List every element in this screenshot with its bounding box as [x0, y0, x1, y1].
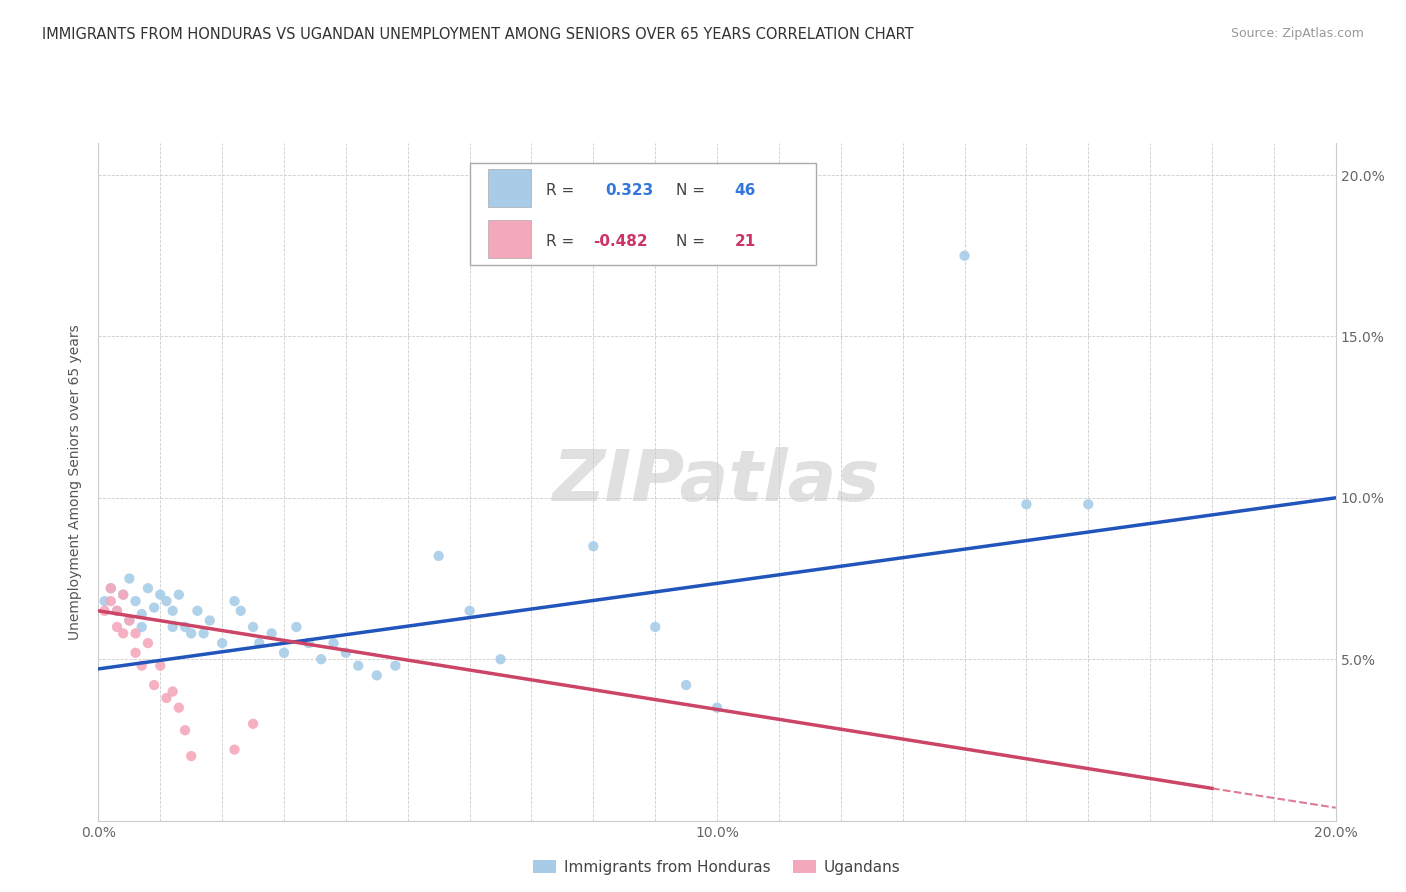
Text: Source: ZipAtlas.com: Source: ZipAtlas.com	[1230, 27, 1364, 40]
Point	[285, 620, 308, 634]
Text: 0.323: 0.323	[606, 183, 654, 198]
Point	[143, 600, 166, 615]
Point	[118, 572, 141, 586]
Text: 46: 46	[734, 183, 756, 198]
Point	[224, 594, 246, 608]
Point	[93, 604, 115, 618]
Point	[229, 604, 252, 618]
Point	[366, 668, 388, 682]
Point	[124, 626, 146, 640]
Point	[1077, 497, 1099, 511]
Point	[149, 658, 172, 673]
Point	[100, 581, 122, 595]
Point	[458, 604, 481, 618]
Point	[93, 594, 115, 608]
Point	[335, 646, 357, 660]
Text: 21: 21	[734, 234, 755, 249]
Point	[180, 626, 202, 640]
Point	[131, 620, 153, 634]
Point	[186, 604, 208, 618]
Point	[273, 646, 295, 660]
Legend: Immigrants from Honduras, Ugandans: Immigrants from Honduras, Ugandans	[527, 854, 907, 880]
Point	[143, 678, 166, 692]
Point	[100, 581, 122, 595]
Point	[675, 678, 697, 692]
Point	[193, 626, 215, 640]
FancyBboxPatch shape	[470, 163, 815, 265]
Point	[155, 690, 177, 705]
Text: N =: N =	[676, 183, 710, 198]
Point	[174, 723, 197, 738]
Point	[242, 716, 264, 731]
Point	[260, 626, 283, 640]
Point	[105, 620, 128, 634]
Point	[124, 594, 146, 608]
Point	[706, 700, 728, 714]
Point	[162, 604, 184, 618]
Point	[1015, 497, 1038, 511]
Point	[112, 588, 135, 602]
Text: ZIPatlas: ZIPatlas	[554, 447, 880, 516]
Point	[162, 620, 184, 634]
Point	[582, 539, 605, 553]
Text: IMMIGRANTS FROM HONDURAS VS UGANDAN UNEMPLOYMENT AMONG SENIORS OVER 65 YEARS COR: IMMIGRANTS FROM HONDURAS VS UGANDAN UNEM…	[42, 27, 914, 42]
Point	[167, 588, 190, 602]
Point	[155, 594, 177, 608]
Point	[136, 581, 159, 595]
Point	[105, 604, 128, 618]
Point	[118, 614, 141, 628]
Point	[105, 604, 128, 618]
Point	[180, 749, 202, 764]
Point	[309, 652, 332, 666]
FancyBboxPatch shape	[488, 220, 531, 258]
Point	[322, 636, 344, 650]
Text: R =: R =	[547, 183, 579, 198]
Point	[427, 549, 450, 563]
Point	[167, 700, 190, 714]
Point	[112, 588, 135, 602]
Point	[347, 658, 370, 673]
Text: -0.482: -0.482	[593, 234, 648, 249]
Point	[384, 658, 406, 673]
Point	[124, 646, 146, 660]
Point	[224, 742, 246, 756]
Point	[100, 594, 122, 608]
Text: R =: R =	[547, 234, 579, 249]
Point	[242, 620, 264, 634]
Point	[162, 684, 184, 698]
Y-axis label: Unemployment Among Seniors over 65 years: Unemployment Among Seniors over 65 years	[69, 324, 83, 640]
Point	[953, 249, 976, 263]
FancyBboxPatch shape	[488, 169, 531, 207]
Point	[644, 620, 666, 634]
Point	[131, 607, 153, 621]
Text: N =: N =	[676, 234, 710, 249]
Point	[198, 614, 221, 628]
Point	[247, 636, 270, 650]
Point	[112, 626, 135, 640]
Point	[298, 636, 321, 650]
Point	[149, 588, 172, 602]
Point	[131, 658, 153, 673]
Point	[174, 620, 197, 634]
Point	[489, 652, 512, 666]
Point	[118, 614, 141, 628]
Point	[136, 636, 159, 650]
Point	[211, 636, 233, 650]
